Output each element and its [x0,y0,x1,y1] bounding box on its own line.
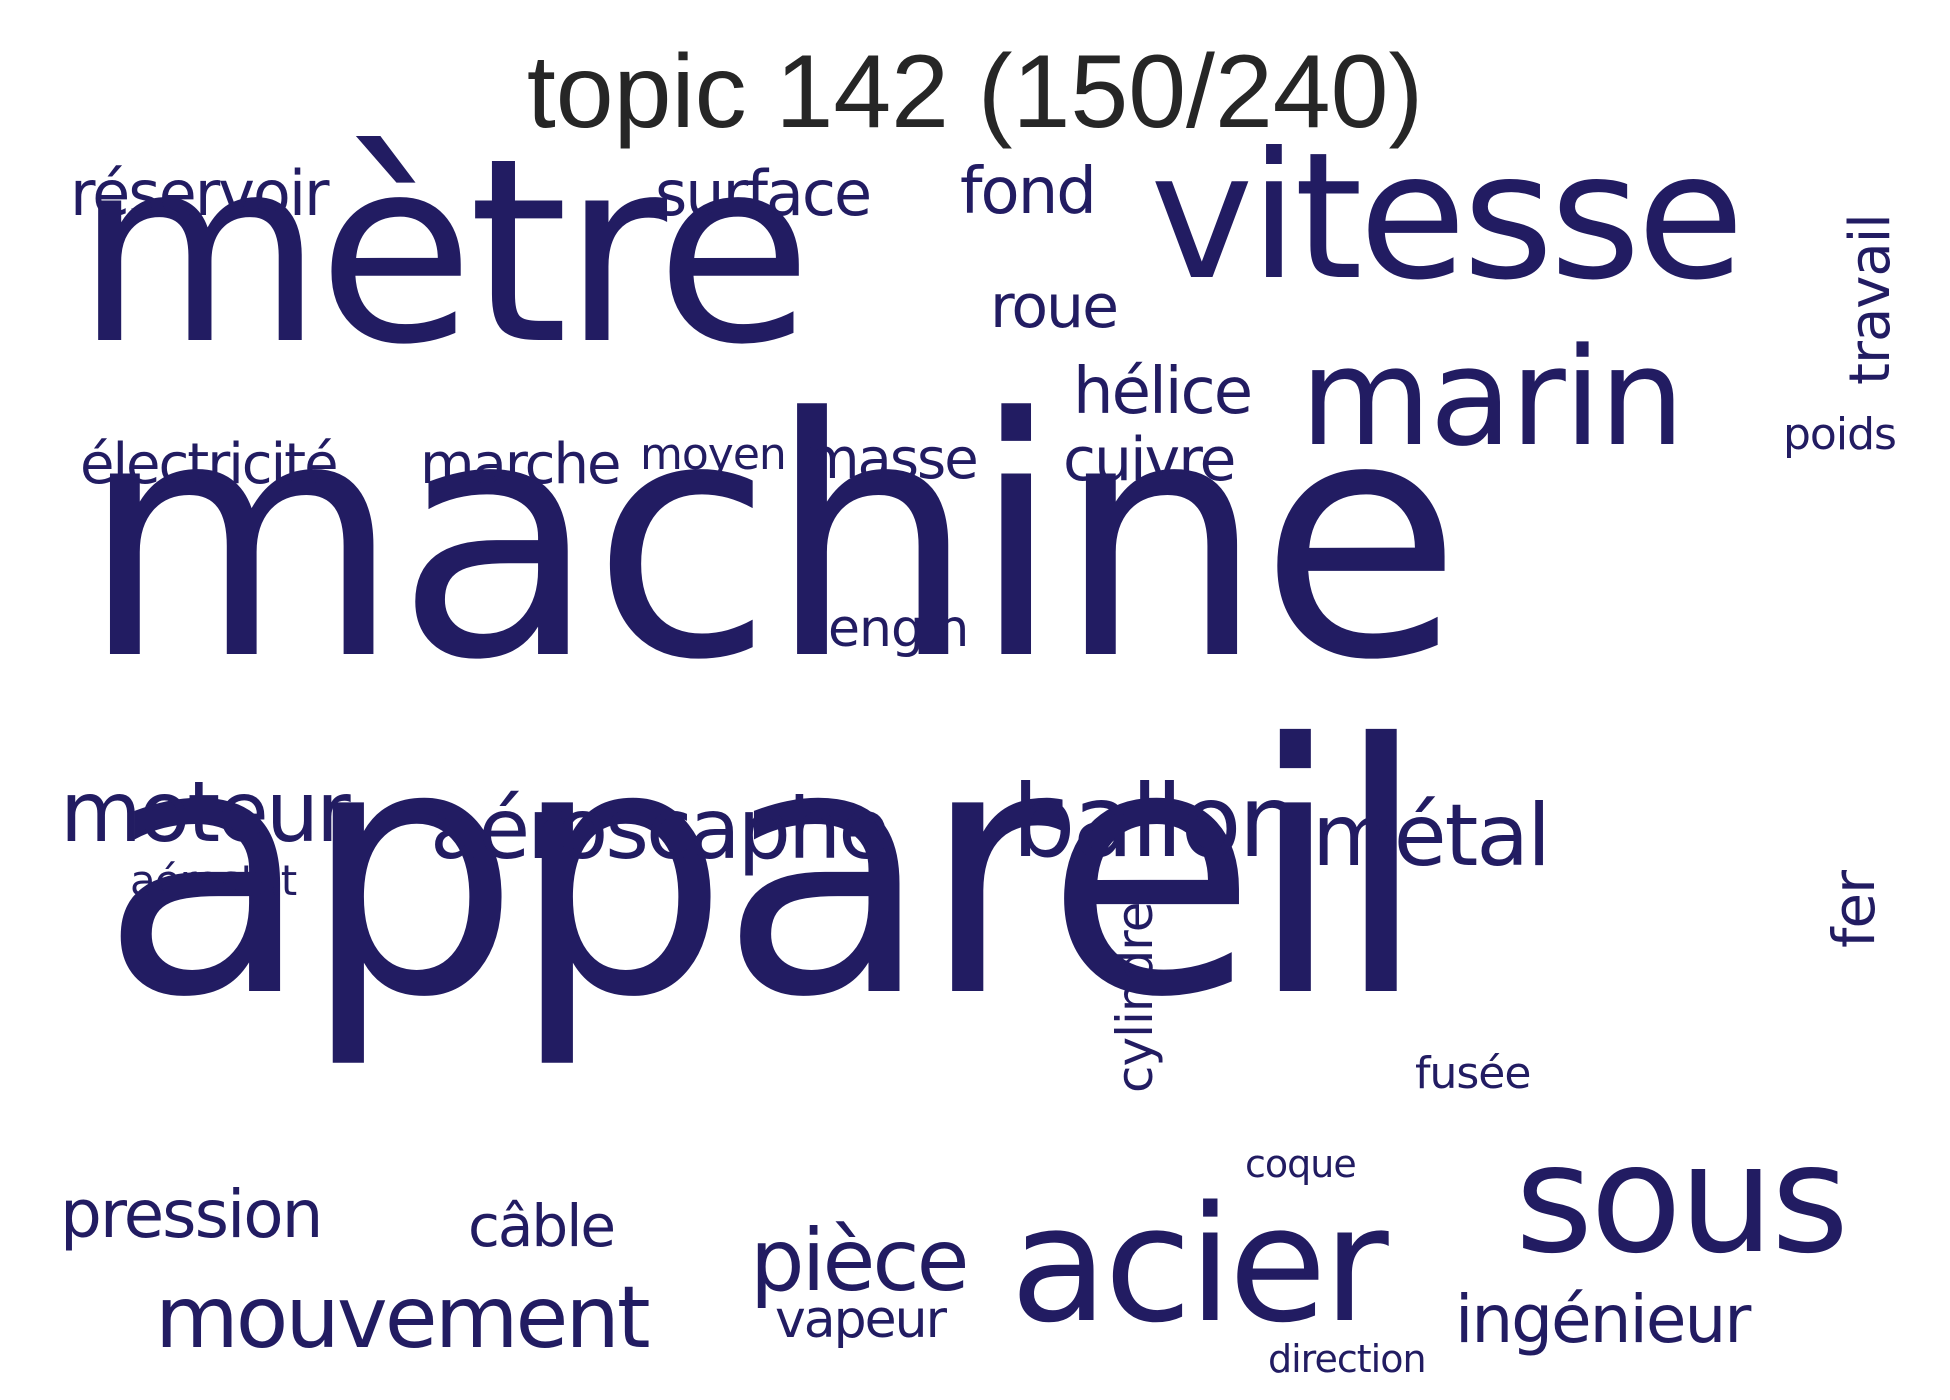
word-aerostat: aérostat [130,856,297,905]
chart-title: topic 142 (150/240) [526,34,1424,150]
word-fond: fond [960,155,1097,229]
word-appareil: appareil [100,672,1429,1073]
word-poids: poids [1783,409,1897,460]
word-cable: câble [468,1192,616,1260]
word-ballon: ballon [1012,763,1302,880]
word-cuivre: cuivre [1063,425,1236,495]
word-roue: roue [990,272,1119,342]
word-vitesse: vitesse [1150,116,1744,319]
word-acier: acier [1010,1171,1389,1358]
word-pression: pression [60,1176,324,1253]
word-helice: hélice [1073,355,1253,429]
word-sous: sous [1515,1113,1849,1287]
word-fusee: fusée [1415,1048,1531,1099]
word-engin: engin [828,599,969,659]
word-travail: travail [1838,214,1903,385]
word-fer: fer [1820,871,1888,948]
word-marche: marche [420,432,621,497]
word-direction: direction [1268,1337,1427,1381]
word-machine: machine [80,348,1462,732]
word-cylindre: cylindre [1106,902,1164,1093]
word-surface: surface [655,157,872,230]
word-aeroscaphe: aéroscaphe [430,780,890,878]
word-metre: mètre [75,104,812,401]
word-reservoir: réservoir [70,157,330,230]
word-ingenieur: ingénieur [1455,1281,1751,1358]
word-coque: coque [1245,1142,1357,1186]
word-moyen: moyen [640,429,787,480]
word-masse: masse [805,427,979,492]
word-electricite: électricité [80,432,339,497]
word-vapeur: vapeur [775,1290,947,1350]
word-piece: pièce [750,1211,970,1311]
word-metal: métal [1312,786,1551,886]
word-marin: marin [1300,319,1685,476]
word-mouvement: mouvement [155,1268,651,1368]
word-moteur: moteur [60,763,351,861]
